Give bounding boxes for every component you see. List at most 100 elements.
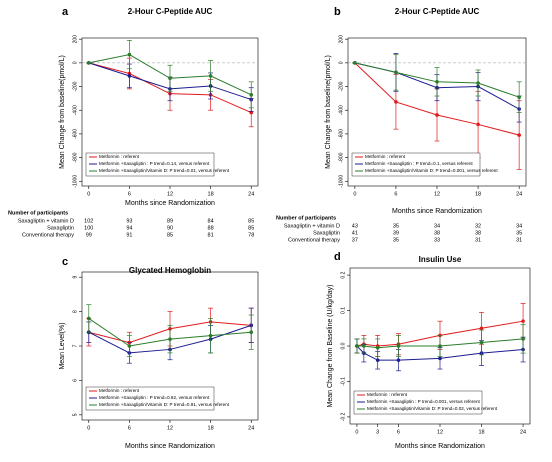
y-tick-label: -0.1 xyxy=(340,377,346,386)
cell: 85 xyxy=(248,218,254,224)
cell: 102 xyxy=(84,218,93,224)
legend-label: Metformin : referent xyxy=(99,154,140,159)
point xyxy=(521,337,525,341)
point xyxy=(435,80,439,84)
point xyxy=(476,81,480,85)
x-tick-label: 18 xyxy=(478,429,484,435)
point xyxy=(394,100,398,104)
point xyxy=(517,95,521,99)
point xyxy=(249,93,254,97)
legend-box xyxy=(85,152,215,177)
legend-label: Metformin +Saxagliptin/Vitamin D: P tren… xyxy=(365,168,498,173)
cell: 37 xyxy=(352,237,358,243)
row-label: Saxagliptin xyxy=(47,225,74,231)
legend-label: Metformin : referent xyxy=(365,154,406,159)
y-tick-label: -200 xyxy=(338,81,344,91)
y-tick-label: 5 xyxy=(72,413,78,416)
y-tick-label: -600 xyxy=(72,129,78,139)
legend-label: Metformin +Saxagliptin : P trend=0.82, v… xyxy=(99,395,210,400)
x-axis-label: Months since Randomization xyxy=(392,208,482,215)
x-tick-label: 24 xyxy=(248,191,254,197)
cell: 90 xyxy=(167,225,173,231)
x-tick-label: 18 xyxy=(208,425,214,431)
cell: 94 xyxy=(126,225,132,231)
legend-box xyxy=(351,152,481,177)
point xyxy=(375,358,380,362)
y-tick-label: -600 xyxy=(338,129,344,139)
cell: 88 xyxy=(208,225,214,231)
cell: 89 xyxy=(167,218,173,224)
chart-title: Insulin Use xyxy=(419,255,462,264)
y-axis-label: Mean Change from Baseline (U/kg/day) xyxy=(327,285,334,408)
x-tick-label: 24 xyxy=(520,429,526,435)
cell: 84 xyxy=(208,218,214,224)
x-tick-label: 6 xyxy=(394,191,397,197)
x-tick-label: 0 xyxy=(355,429,358,435)
x-axis-label: Months since Randomization xyxy=(395,443,485,450)
y-tick-label: 0.2 xyxy=(340,271,346,278)
x-tick-label: 12 xyxy=(437,429,443,435)
legend-label: Metformin : referent xyxy=(99,388,140,393)
x-tick-label: 6 xyxy=(397,429,400,435)
point xyxy=(168,337,172,341)
y-tick-label: 0.0 xyxy=(340,342,346,349)
x-tick-label: 6 xyxy=(128,425,131,431)
point xyxy=(476,122,480,127)
cell: 100 xyxy=(84,225,93,231)
cell: 43 xyxy=(352,223,358,229)
y-axis-label: Mean Change from baseline(pmol/L) xyxy=(325,55,332,169)
panel-label: b xyxy=(334,6,341,18)
point xyxy=(375,345,380,350)
row-label: Saxagliptin + vitamin D xyxy=(18,218,74,224)
x-tick-label: 12 xyxy=(167,191,173,197)
cell: 91 xyxy=(126,232,132,238)
point xyxy=(521,319,525,323)
cell: 38 xyxy=(475,230,481,236)
cell: 34 xyxy=(434,223,440,229)
y-tick-label: 200 xyxy=(338,35,344,44)
legend-label: Metformin +Saxagliptin : P trend=0.1, ve… xyxy=(365,161,473,166)
cell: 31 xyxy=(516,237,522,243)
cell: 85 xyxy=(248,225,254,231)
legend-label: Metformin +Saxagliptin : P trend=0.001, … xyxy=(367,399,481,404)
y-tick-label: 8 xyxy=(72,310,78,313)
panel-label: d xyxy=(334,251,341,263)
legend-label: Metformin : referent xyxy=(367,392,408,397)
cell: 85 xyxy=(167,232,173,238)
x-tick-label: 0 xyxy=(87,191,90,197)
x-axis-label: Months since Randomization xyxy=(125,200,215,207)
cell: 34 xyxy=(516,223,522,229)
panel-label: c xyxy=(62,256,68,268)
y-tick-label: 9 xyxy=(72,276,78,279)
legend-label: Metformin +Saxagliptin/Vitamin D: P tren… xyxy=(99,168,230,173)
row-label: Conventional therapy xyxy=(22,232,74,238)
cell: 41 xyxy=(352,230,358,236)
cell: 39 xyxy=(393,230,399,236)
x-tick-label: 6 xyxy=(128,191,131,197)
point xyxy=(208,333,213,338)
y-tick-label: 6 xyxy=(72,379,78,382)
point xyxy=(353,61,357,65)
x-tick-label: 12 xyxy=(434,191,440,197)
y-axis-label: Mean Change from baseline(pmol/L) xyxy=(59,55,66,169)
y-tick-label: -1000 xyxy=(72,175,78,188)
row-label: Saxagliptin xyxy=(313,230,340,236)
point xyxy=(86,316,91,321)
point xyxy=(208,74,213,78)
y-tick-label: 200 xyxy=(72,35,78,44)
cell: 78 xyxy=(248,232,254,238)
legend-box xyxy=(85,386,215,411)
legend-box xyxy=(353,390,483,415)
point xyxy=(127,74,132,78)
table-title: Number of participants xyxy=(276,215,336,221)
y-tick-label: -200 xyxy=(72,81,78,91)
x-tick-label: 24 xyxy=(248,425,254,431)
point xyxy=(479,326,484,331)
point xyxy=(127,344,132,348)
y-tick-label: 7 xyxy=(72,344,78,347)
x-tick-label: 18 xyxy=(475,191,481,197)
y-axis-label: Mean Level(%) xyxy=(59,322,66,369)
x-tick-label: 0 xyxy=(87,425,90,431)
y-tick-label: -800 xyxy=(338,152,344,162)
